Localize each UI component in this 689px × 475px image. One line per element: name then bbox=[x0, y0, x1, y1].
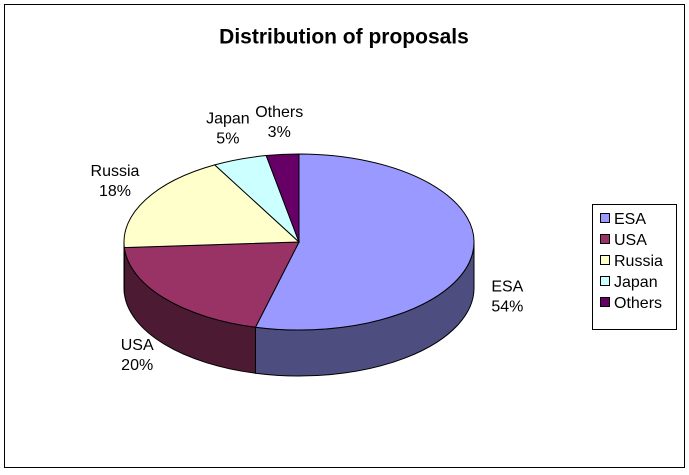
slice bbox=[265, 153, 300, 243]
label-value: 18% bbox=[99, 183, 131, 200]
legend-label: Russia bbox=[614, 253, 663, 270]
label-category: ESA bbox=[491, 278, 523, 295]
legend-label: Others bbox=[614, 295, 662, 312]
legend-swatch bbox=[600, 297, 610, 307]
data-labels: ESA 54% USA 20% Russia 18% Japan 5% Others 3% bbox=[91, 104, 524, 374]
label-category: Others bbox=[255, 104, 303, 121]
label-value: 54% bbox=[491, 298, 523, 315]
legend-swatch bbox=[600, 234, 610, 244]
legend-label: ESA bbox=[614, 211, 646, 228]
legend-swatch bbox=[600, 276, 610, 286]
slice bbox=[123, 241, 300, 328]
data-label: Others 3% bbox=[255, 104, 303, 141]
data-label: Russia 18% bbox=[91, 163, 140, 200]
pie bbox=[123, 153, 475, 377]
slice bbox=[123, 164, 301, 249]
label-value: 5% bbox=[216, 130, 239, 147]
data-label: USA 20% bbox=[121, 337, 154, 374]
slice bbox=[254, 153, 475, 331]
legend-box bbox=[592, 204, 677, 330]
label-category: Russia bbox=[91, 163, 140, 180]
legend-label: Japan bbox=[614, 274, 658, 291]
data-label: Japan 5% bbox=[206, 110, 250, 147]
label-category: Japan bbox=[206, 110, 250, 127]
legend-label: USA bbox=[614, 232, 647, 249]
legend-swatch bbox=[600, 213, 610, 223]
label-value: 20% bbox=[121, 357, 153, 374]
label-value: 3% bbox=[268, 124, 291, 141]
legend: ESA USA Russia Japan Others bbox=[592, 204, 677, 330]
legend-swatch bbox=[600, 255, 610, 265]
label-category: USA bbox=[121, 337, 154, 354]
data-label: ESA 54% bbox=[491, 278, 523, 315]
chart-title: Distribution of proposals bbox=[219, 26, 469, 49]
